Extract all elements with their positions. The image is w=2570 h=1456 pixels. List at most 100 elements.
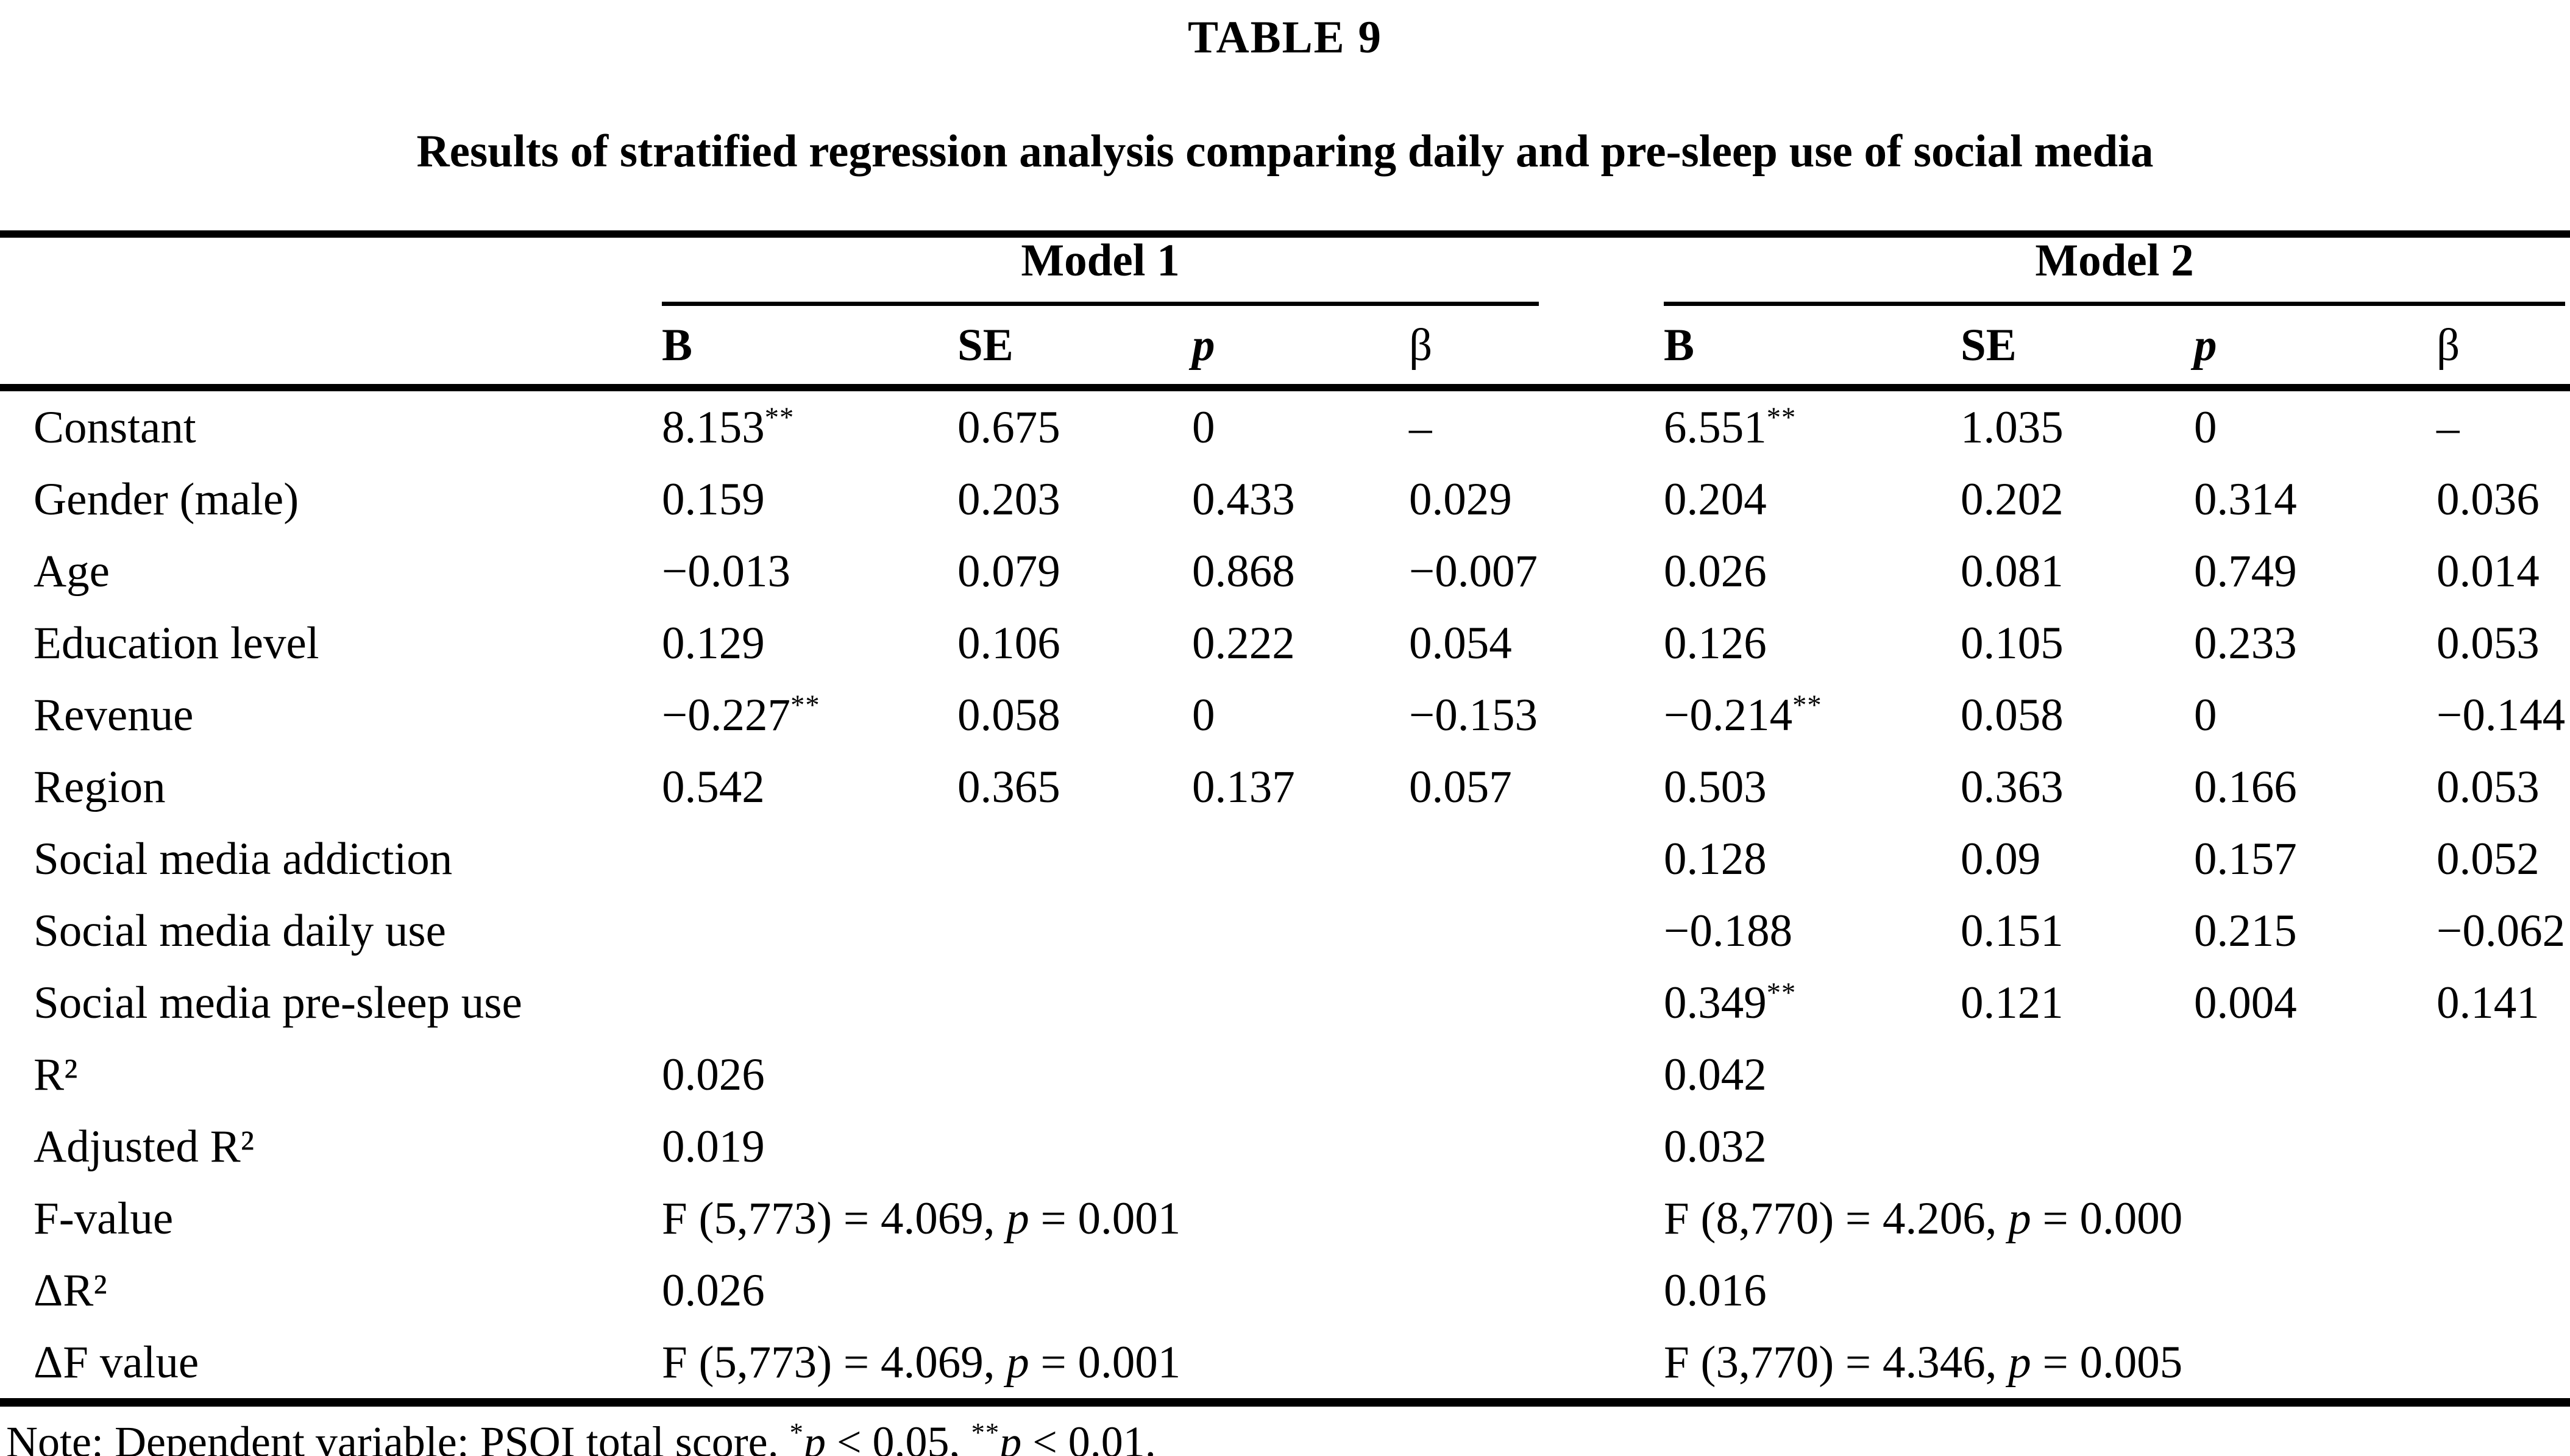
cell-m2-beta: – [2437,402,2460,453]
stats-row-delta-r2: ΔR² 0.026 0.016 [0,1254,2570,1326]
table-row-sm-addiction: Social media addiction 0.128 0.09 0.157 … [0,823,2570,895]
cell-m2-B: 0.026 [1664,546,1767,597]
stats-row-adjusted-r2: Adjusted R² 0.019 0.032 [0,1110,2570,1182]
cell-m1-SE: 0.365 [957,761,1060,812]
column-header-row: B SE p β B SE p β [0,306,2570,391]
col-header-m1-SE: SE [957,306,1192,391]
col-header-m2-beta: β [2437,306,2570,391]
cell-m2-delta-r2: 0.016 [1664,1265,1767,1316]
cell-m1-B [662,823,957,895]
row-label: Education level [34,617,319,669]
cell-m2-beta: 0.052 [2437,833,2540,884]
cell-m1-beta [1409,823,1664,895]
table-footnote: Note: Dependent variable: PSQI total sco… [6,1417,1156,1456]
cell-m1-p: 0.868 [1192,545,1295,597]
cell-m2-SE: 0.105 [1961,617,2064,669]
table-row-sm-daily-use: Social media daily use −0.188 0.151 0.21… [0,895,2570,967]
col-header-m1-beta: β [1409,306,1664,391]
cell-m1-beta: – [1409,402,1432,453]
cell-m2-beta: −0.062 [2437,905,2566,956]
cell-m1-p: 0 [1192,402,1215,453]
cell-m1-SE [957,967,1192,1039]
cell-m1-beta [1409,967,1664,1039]
cell-m1-B [662,895,957,967]
cell-m2-B: −0.214** [1664,690,1822,740]
cell-m2-delta-f: F (3,770) = 4.346, p = 0.005 [1664,1337,2183,1388]
row-label: Social media daily use [34,905,446,956]
cell-m1-SE: 0.203 [957,474,1060,525]
stats-row-r2: R² 0.026 0.042 [0,1039,2570,1110]
row-label: Region [34,761,166,812]
cell-m2-p: 0.314 [2194,474,2297,525]
cell-m1-p [1192,967,1409,1039]
cell-m2-SE: 0.09 [1961,833,2041,884]
cell-m1-SE: 0.106 [957,617,1060,669]
cell-m2-f-value: F (8,770) = 4.206, p = 0.000 [1664,1193,2183,1244]
col-header-m1-p: p [1192,306,1409,391]
table-caption: Results of stratified regression analysi… [416,126,2154,177]
cell-m1-SE [957,895,1192,967]
col-header-m1-B: B [662,306,957,391]
cell-m2-B: 0.349** [1664,978,1797,1028]
cell-m1-r2: 0.026 [662,1049,765,1100]
cell-m1-beta [1409,895,1664,967]
cell-m2-B: 0.503 [1664,762,1767,812]
table-row-sm-presleep-use: Social media pre-sleep use 0.349** 0.121… [0,967,2570,1039]
model-header-row: Model 1 Model 2 [0,234,2570,306]
cell-m1-delta-r2: 0.026 [662,1265,765,1316]
table-row-education: Education level 0.129 0.106 0.222 0.054 … [0,607,2570,679]
stats-row-delta-f: ΔF value F (5,773) = 4.069, p = 0.001 F … [0,1326,2570,1402]
cell-m2-SE: 0.121 [1961,977,2064,1028]
row-label: R² [34,1049,78,1100]
table-row-age: Age −0.013 0.079 0.868 −0.007 0.026 0.08… [0,535,2570,607]
cell-m2-B: 0.126 [1664,618,1767,669]
cell-m2-p: 0.166 [2194,761,2297,812]
table-row-constant: Constant 8.153** 0.675 0 – 6.551** 1.035… [0,388,2570,463]
cell-m1-delta-f: F (5,773) = 4.069, p = 0.001 [662,1337,1181,1388]
cell-m1-beta: 0.029 [1409,474,1512,525]
cell-m2-SE: 0.058 [1961,689,2064,740]
cell-m2-SE: 0.081 [1961,545,2064,597]
row-label: Adjusted R² [34,1121,255,1172]
cell-m2-p: 0.749 [2194,545,2297,597]
cell-m2-SE: 0.151 [1961,905,2064,956]
col-header-m2-B: B [1664,306,1961,391]
cell-m1-B [662,967,957,1039]
cell-m2-adj-r2: 0.032 [1664,1121,1767,1172]
cell-m1-beta: 0.057 [1409,761,1512,812]
row-label: Social media pre-sleep use [34,977,522,1028]
col-header-m2-SE: SE [1961,306,2195,391]
col-header-m2-p: p [2194,306,2437,391]
cell-m1-SE [957,823,1192,895]
cell-m2-B: 6.551** [1664,402,1797,453]
cell-m1-SE: 0.058 [957,689,1060,740]
cell-m1-p [1192,895,1409,967]
cell-m2-beta: 0.053 [2437,617,2540,669]
row-label-header [0,306,662,391]
cell-m1-adj-r2: 0.019 [662,1121,765,1172]
cell-m1-p: 0 [1192,689,1215,740]
cell-m2-p: 0 [2194,402,2217,453]
cell-m1-SE: 0.079 [957,545,1060,597]
cell-m1-B: 0.129 [662,618,765,669]
row-label: Revenue [34,689,194,740]
table-row-gender: Gender (male) 0.159 0.203 0.433 0.029 0.… [0,463,2570,535]
cell-m2-p: 0.215 [2194,905,2297,956]
model2-header: Model 2 [1664,238,2566,306]
cell-m2-p: 0.233 [2194,617,2297,669]
cell-m2-p: 0.004 [2194,977,2297,1028]
row-label: Constant [34,402,196,453]
table-row-revenue: Revenue −0.227** 0.058 0 −0.153 −0.214**… [0,679,2570,751]
cell-m1-beta: −0.153 [1409,689,1538,740]
row-label: ΔF value [34,1337,199,1388]
cell-m2-r2: 0.042 [1664,1049,1767,1100]
cell-m2-B: 0.128 [1664,834,1767,884]
cell-m1-B: 0.542 [662,762,765,812]
cell-m1-p: 0.222 [1192,617,1295,669]
row-label: ΔR² [34,1265,107,1316]
cell-m1-B: −0.013 [662,546,791,597]
table-row-region: Region 0.542 0.365 0.137 0.057 0.503 0.3… [0,751,2570,823]
table-number-title: TABLE 9 [1188,12,1382,63]
row-label-header [0,234,662,306]
